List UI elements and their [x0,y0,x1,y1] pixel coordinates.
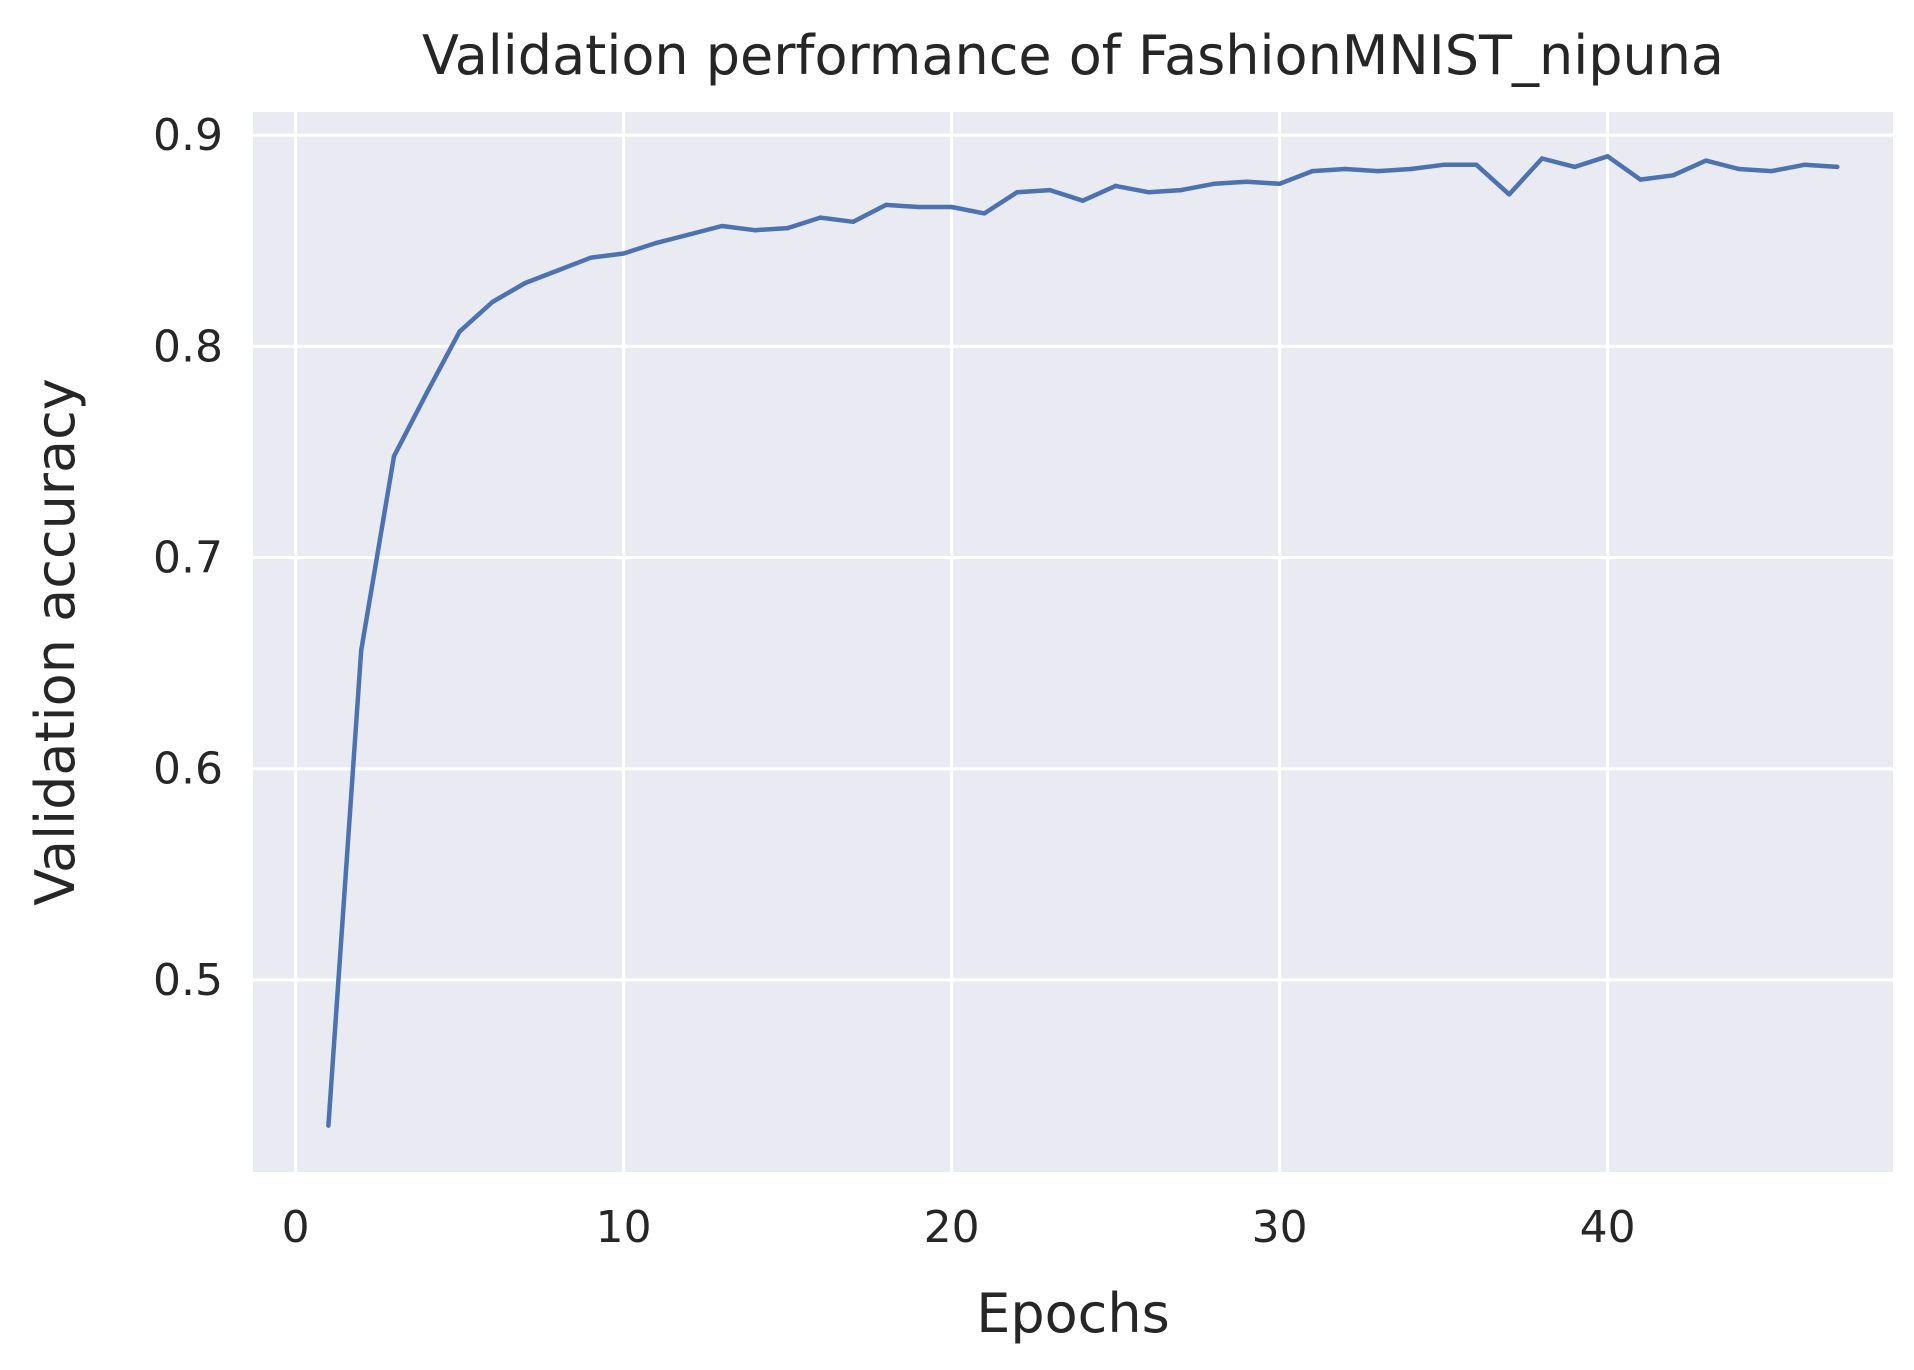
data-point [1572,164,1578,170]
series-layer [326,154,1840,1128]
data-point [424,390,430,396]
data-point [1113,183,1118,189]
tick-labels: 0 10 20 30 40 0.5 0.6 0.7 0.8 0.9 [153,110,1636,1253]
x-axis-title: Epochs [976,1282,1169,1345]
x-tick-label: 40 [1580,1202,1636,1253]
data-point [490,299,495,305]
data-point [555,268,561,273]
data-point [588,255,594,260]
data-point [752,228,758,233]
data-point [1441,162,1446,167]
chart-title: Validation performance of FashionMNIST_n… [422,24,1724,87]
data-point [916,204,922,210]
data-point [982,211,987,216]
data-point [1408,166,1414,172]
data-point [818,215,823,220]
y-tick-label: 0.9 [153,110,223,161]
data-point [1343,166,1348,172]
data-point [1179,187,1184,193]
data-point [719,223,725,229]
y-tick-label: 0.6 [153,744,223,795]
y-tick-label: 0.5 [153,955,223,1006]
data-point [785,225,790,231]
data-point [1047,187,1053,193]
data-point [949,204,954,210]
data-point [851,219,856,225]
data-point [1769,168,1774,174]
data-point [1539,156,1545,161]
data-point [1605,154,1610,159]
x-tick-label: 10 [596,1202,652,1253]
data-point [457,329,462,334]
data-point [391,453,397,459]
x-tick-label: 30 [1252,1202,1308,1253]
data-point [883,202,889,208]
data-point [1671,173,1676,178]
data-point [523,280,528,286]
data-point [1703,158,1709,163]
data-point [1146,190,1151,195]
data-point [654,240,659,246]
grid-lines [253,112,1893,1172]
data-point [1835,164,1840,170]
data-point [1375,168,1381,174]
data-point [1244,179,1250,184]
data-point [1638,177,1643,182]
y-tick-label: 0.7 [153,533,223,584]
y-tick-label: 0.8 [153,321,223,372]
x-tick-label: 0 [282,1202,310,1253]
data-point [1736,166,1742,172]
data-point [1080,198,1086,203]
data-point [621,251,626,256]
plot-area [253,112,1893,1172]
data-point [687,232,692,237]
data-point [1474,162,1479,167]
x-tick-label: 20 [924,1202,980,1253]
data-point [1015,190,1020,195]
data-point [1310,168,1315,174]
data-point [359,648,364,653]
data-point [1802,162,1807,167]
data-point [326,1123,331,1128]
data-point [1277,181,1282,186]
y-axis-title: Validation accuracy [24,378,87,905]
data-point [1211,181,1217,186]
data-point [1507,192,1512,197]
